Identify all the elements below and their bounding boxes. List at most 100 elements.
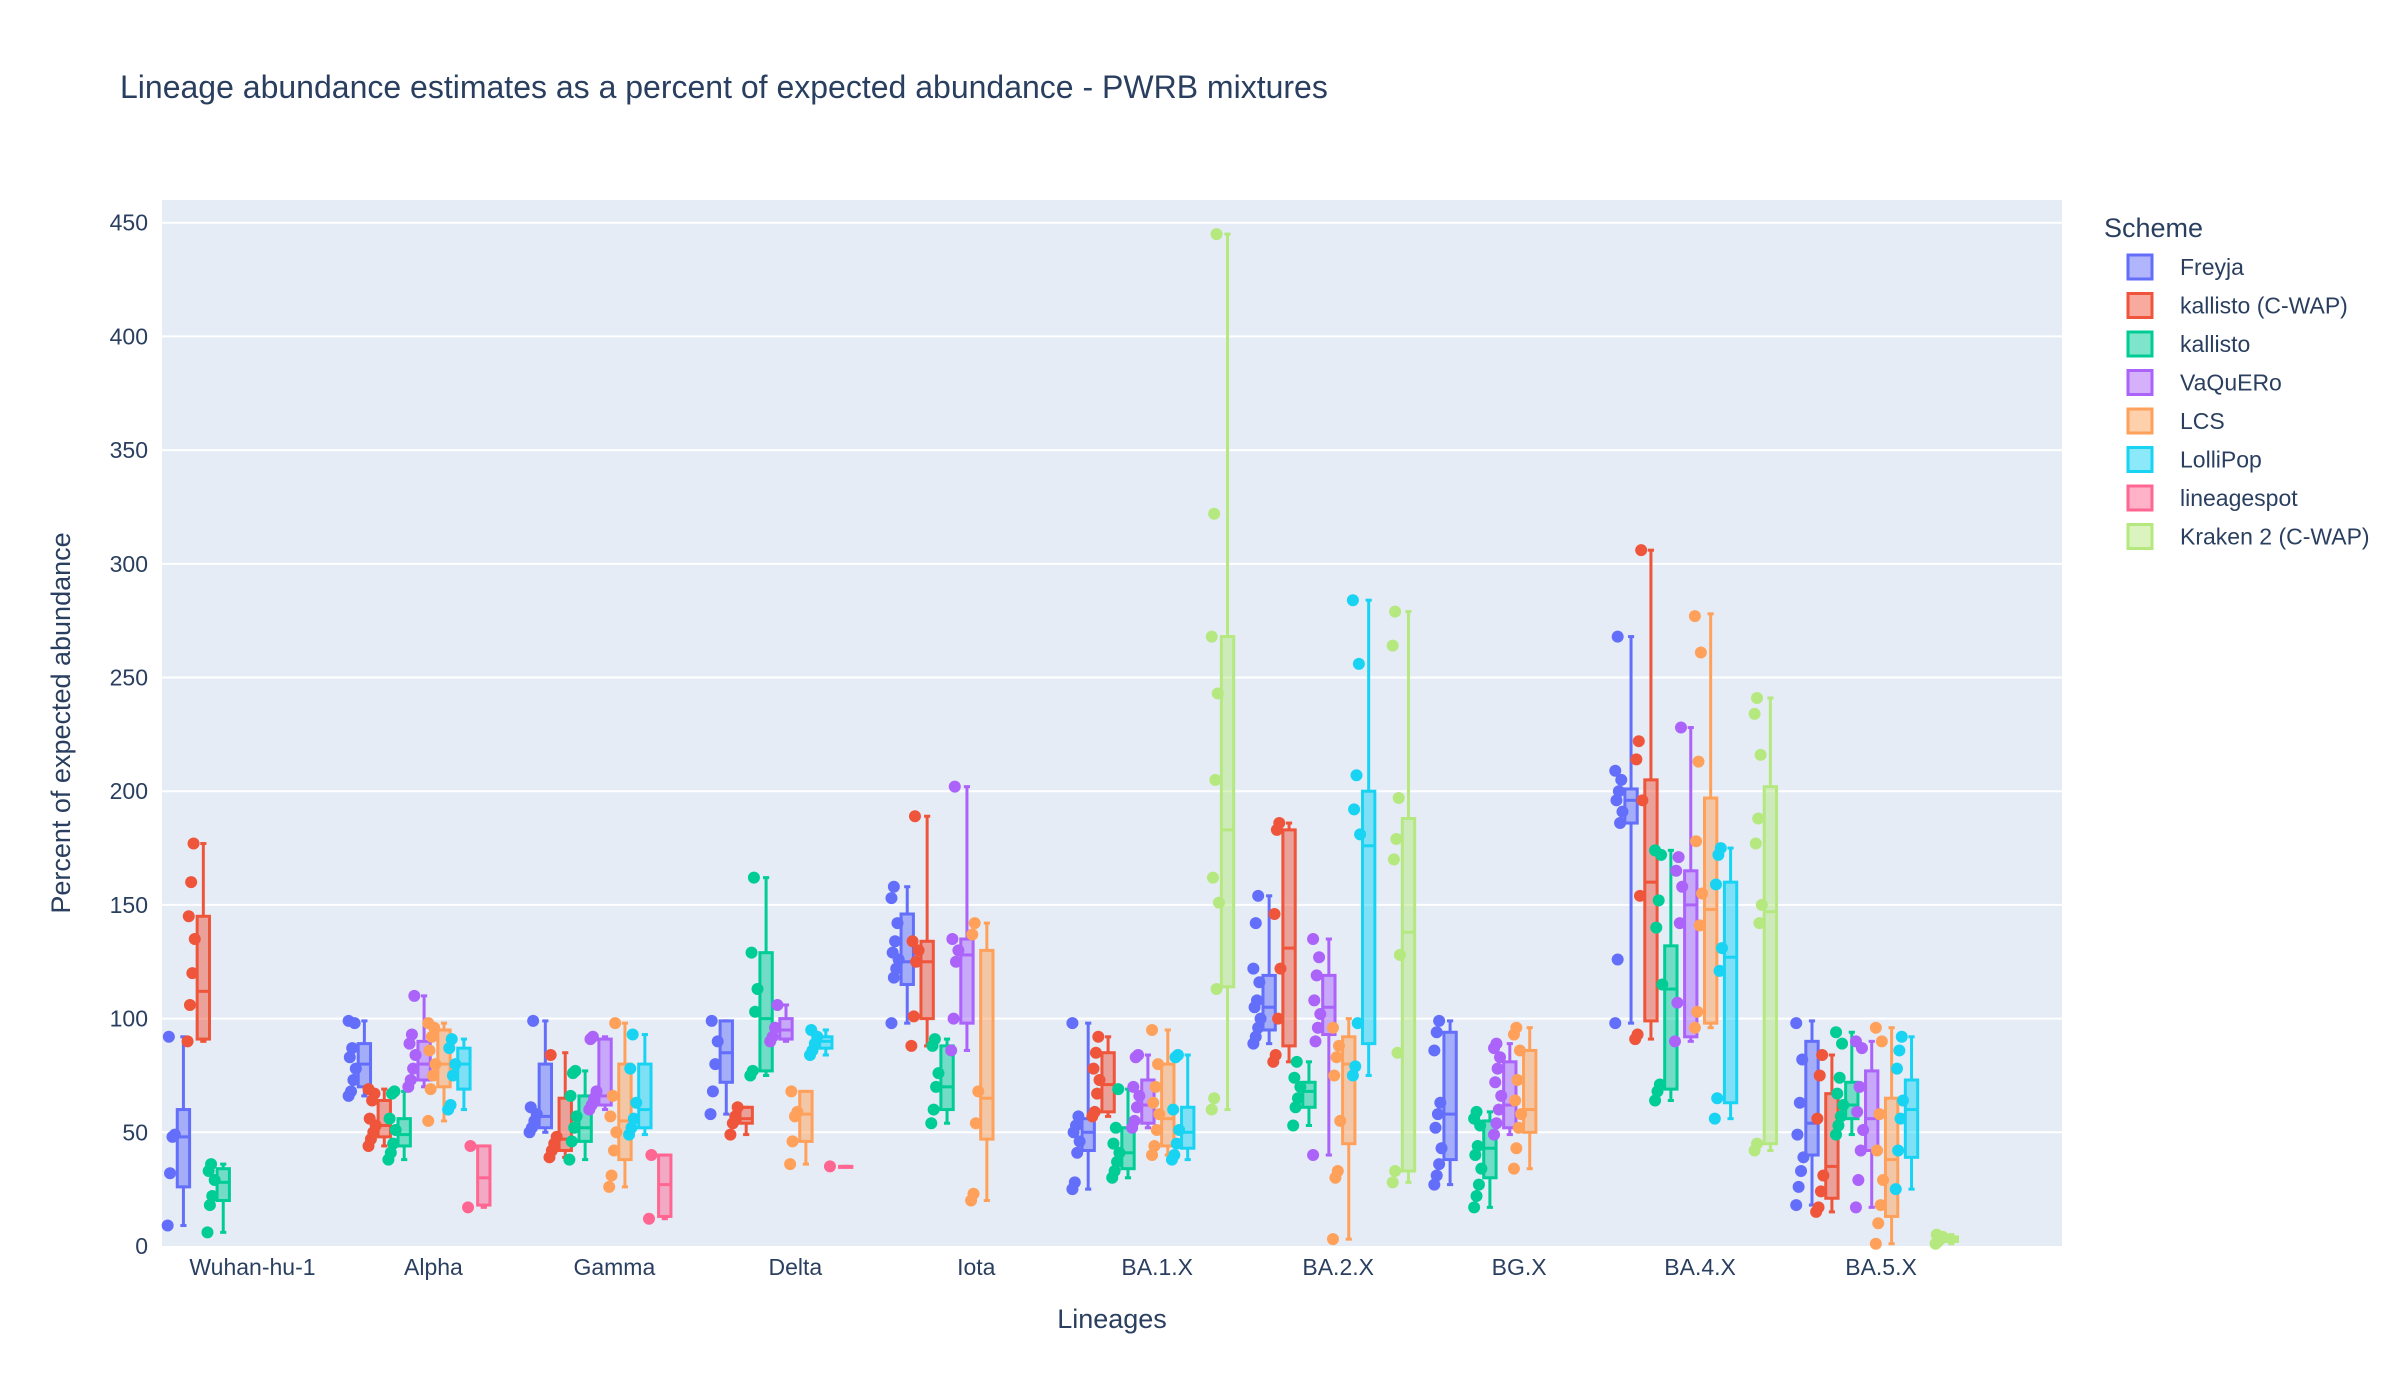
data-point — [1249, 917, 1262, 930]
data-point — [1307, 1149, 1320, 1162]
data-point — [1352, 657, 1365, 670]
legend-label: kallisto (C-WAP) — [2180, 293, 2348, 319]
data-point — [569, 1064, 582, 1077]
data-point — [1471, 1139, 1484, 1152]
data-point — [1389, 1164, 1402, 1177]
legend-item[interactable]: LolliPop — [2126, 446, 2262, 473]
data-point — [1851, 1105, 1864, 1118]
data-point — [1205, 1103, 1218, 1116]
y-tick-label: 0 — [135, 1233, 148, 1259]
data-point — [1146, 1149, 1159, 1162]
legend-label: kallisto — [2180, 331, 2250, 357]
box-group — [422, 1017, 452, 1127]
data-point — [1872, 1217, 1885, 1230]
data-point — [446, 1069, 459, 1082]
data-point — [1252, 1021, 1265, 1034]
data-point — [164, 1167, 177, 1180]
data-point — [346, 1042, 359, 1055]
legend-item[interactable]: Kraken 2 (C-WAP) — [2126, 523, 2370, 550]
data-point — [1896, 1094, 1909, 1107]
data-point — [1073, 1135, 1086, 1148]
data-point — [1310, 969, 1323, 982]
x-tick-label: BA.5.X — [1845, 1254, 1917, 1280]
box-group — [1307, 933, 1337, 1162]
legend-item[interactable]: lineagespot — [2126, 484, 2298, 512]
data-point — [1307, 933, 1320, 946]
y-axis-title: Percent of expected abundance — [46, 532, 76, 913]
box-group — [1346, 594, 1377, 1082]
legend-item[interactable]: Freyja — [2126, 253, 2244, 281]
data-point — [625, 1121, 638, 1134]
box-iqr — [1219, 635, 1236, 989]
data-point — [1428, 1178, 1441, 1191]
legend-item[interactable]: kallisto — [2126, 330, 2250, 358]
box-group — [382, 1085, 412, 1166]
data-point — [1346, 1069, 1359, 1082]
legend-label: Kraken 2 (C-WAP) — [2180, 524, 2370, 550]
box-group — [1468, 1105, 1498, 1214]
data-point — [731, 1101, 744, 1114]
y-axis-ticks: 0 50 100 150 200 250 300 350 400 450 — [110, 210, 148, 1259]
data-point — [1273, 817, 1286, 830]
data-point — [969, 1117, 982, 1130]
legend-label: lineagespot — [2180, 485, 2298, 511]
data-point — [925, 1117, 938, 1130]
data-point — [927, 1103, 940, 1116]
data-point — [1433, 1158, 1446, 1171]
box-group — [1649, 844, 1679, 1107]
data-point — [449, 1058, 462, 1071]
legend-item[interactable]: LCS — [2126, 407, 2225, 435]
data-point — [1875, 1035, 1888, 1048]
data-point — [928, 1033, 941, 1046]
data-point — [724, 1128, 737, 1141]
box-group — [442, 1033, 472, 1116]
data-point — [424, 1083, 437, 1096]
data-point — [1612, 785, 1625, 798]
data-point — [206, 1189, 219, 1202]
box-iqr — [1903, 1078, 1920, 1159]
data-point — [709, 1058, 722, 1071]
data-point — [1631, 1028, 1644, 1041]
legend-label: LolliPop — [2180, 447, 2262, 473]
data-point — [1791, 1128, 1804, 1141]
data-point — [1387, 853, 1400, 866]
data-point — [347, 1074, 360, 1087]
data-point — [563, 1153, 576, 1166]
data-point — [1813, 1069, 1826, 1082]
data-point — [162, 1030, 175, 1043]
data-point — [1314, 1008, 1327, 1021]
data-point — [885, 1017, 898, 1030]
data-point — [1611, 630, 1624, 643]
x-axis-title: Lineages — [1057, 1304, 1167, 1334]
data-point — [1795, 1164, 1808, 1177]
data-point — [1515, 1108, 1528, 1121]
box-group — [1428, 1014, 1458, 1191]
box-iqr — [1522, 1048, 1538, 1134]
legend-item[interactable]: VaQuERo — [2126, 369, 2282, 396]
box-iqr — [1824, 1092, 1840, 1200]
data-point — [564, 1089, 577, 1102]
data-point — [383, 1112, 396, 1125]
box-iqr — [597, 1037, 613, 1107]
data-point — [626, 1028, 639, 1041]
data-point — [1609, 764, 1622, 777]
data-point — [1709, 878, 1722, 891]
data-point — [1751, 1137, 1764, 1150]
data-point — [1350, 769, 1363, 782]
data-point — [186, 967, 199, 980]
data-point — [1250, 994, 1263, 1007]
data-point — [1392, 792, 1405, 805]
data-point — [1792, 1180, 1805, 1193]
data-point — [1889, 1183, 1902, 1196]
box-group — [885, 880, 915, 1030]
data-point — [889, 935, 902, 948]
data-point — [1633, 889, 1646, 902]
legend-swatch — [2126, 484, 2154, 512]
box-group — [1810, 1048, 1840, 1218]
data-point — [345, 1085, 358, 1098]
data-point — [1133, 1089, 1146, 1102]
legend-item[interactable]: kallisto (C-WAP) — [2126, 292, 2348, 319]
box-iqr — [617, 1062, 633, 1162]
data-point — [1146, 1023, 1159, 1036]
